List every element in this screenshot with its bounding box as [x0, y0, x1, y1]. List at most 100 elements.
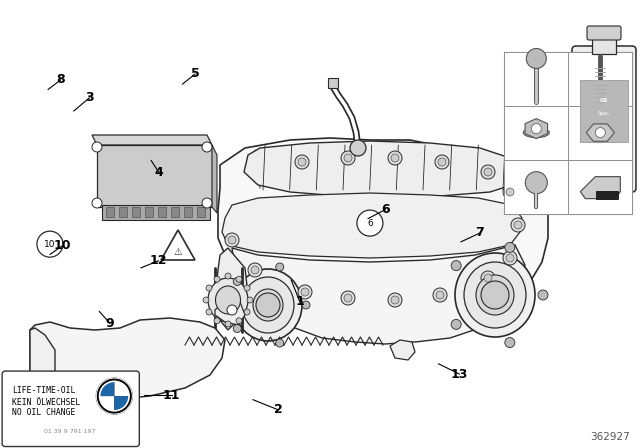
Polygon shape — [232, 245, 525, 344]
Ellipse shape — [524, 128, 549, 138]
Circle shape — [531, 124, 541, 134]
Circle shape — [344, 154, 352, 162]
Circle shape — [506, 188, 514, 196]
Bar — [102, 205, 210, 220]
Circle shape — [341, 151, 355, 165]
Wedge shape — [100, 381, 115, 396]
Polygon shape — [390, 340, 415, 360]
Ellipse shape — [464, 262, 526, 328]
Bar — [568, 52, 632, 106]
Ellipse shape — [253, 289, 283, 321]
Circle shape — [92, 142, 102, 152]
Circle shape — [388, 293, 402, 307]
Circle shape — [233, 277, 241, 285]
Circle shape — [438, 158, 446, 166]
Circle shape — [236, 318, 242, 324]
Circle shape — [251, 266, 259, 274]
Circle shape — [244, 309, 250, 315]
Text: 6: 6 — [367, 219, 372, 228]
Text: 2: 2 — [274, 403, 283, 417]
Bar — [184, 207, 192, 217]
Text: 12: 12 — [150, 254, 168, 267]
Circle shape — [503, 185, 517, 199]
Circle shape — [302, 301, 310, 309]
Text: Spec.: Spec. — [597, 111, 611, 116]
Bar — [97, 145, 212, 207]
Wedge shape — [115, 381, 129, 396]
Polygon shape — [30, 318, 225, 400]
Polygon shape — [525, 119, 548, 138]
Bar — [568, 106, 632, 159]
Circle shape — [236, 276, 242, 282]
Text: 7: 7 — [476, 226, 484, 240]
Circle shape — [206, 309, 212, 315]
Circle shape — [388, 151, 402, 165]
Text: 10: 10 — [44, 240, 56, 249]
Polygon shape — [586, 124, 614, 141]
Circle shape — [526, 48, 547, 69]
Circle shape — [225, 233, 239, 247]
Text: 5: 5 — [191, 67, 200, 81]
Circle shape — [244, 285, 250, 291]
Bar — [504, 52, 632, 214]
Circle shape — [248, 263, 262, 277]
Ellipse shape — [476, 275, 514, 315]
Polygon shape — [218, 138, 548, 338]
Polygon shape — [244, 141, 518, 198]
Polygon shape — [30, 328, 55, 405]
Circle shape — [481, 281, 509, 309]
Polygon shape — [215, 248, 248, 330]
Polygon shape — [161, 230, 195, 260]
Wedge shape — [115, 396, 129, 411]
Text: 10: 10 — [54, 239, 72, 252]
Text: ⚠: ⚠ — [173, 247, 182, 257]
Polygon shape — [596, 191, 618, 198]
Circle shape — [391, 154, 399, 162]
Text: 362927: 362927 — [590, 432, 630, 442]
Circle shape — [233, 324, 241, 332]
Circle shape — [350, 140, 366, 156]
Wedge shape — [100, 396, 115, 411]
Bar — [568, 159, 632, 214]
Bar — [158, 207, 166, 217]
Circle shape — [298, 158, 306, 166]
Circle shape — [42, 392, 54, 404]
Bar — [119, 207, 127, 217]
Bar — [132, 207, 140, 217]
Circle shape — [202, 142, 212, 152]
Circle shape — [228, 236, 236, 244]
Circle shape — [295, 155, 309, 169]
Circle shape — [357, 210, 383, 236]
Circle shape — [484, 168, 492, 176]
Circle shape — [38, 388, 58, 408]
Circle shape — [214, 318, 220, 324]
Bar — [580, 80, 628, 142]
Text: 11: 11 — [163, 388, 180, 402]
Text: LIFE-TIME-OIL: LIFE-TIME-OIL — [12, 386, 76, 395]
Ellipse shape — [208, 278, 248, 322]
Circle shape — [391, 296, 399, 304]
Bar — [106, 207, 114, 217]
Bar — [504, 106, 568, 159]
Circle shape — [505, 337, 515, 348]
Circle shape — [484, 274, 492, 282]
Circle shape — [481, 271, 495, 285]
Bar — [504, 52, 568, 106]
Circle shape — [481, 165, 495, 179]
Circle shape — [96, 378, 132, 414]
Circle shape — [206, 285, 212, 291]
Ellipse shape — [242, 277, 294, 333]
Bar — [504, 159, 568, 214]
Text: 1: 1 — [295, 294, 304, 308]
Circle shape — [92, 198, 102, 208]
Circle shape — [202, 198, 212, 208]
Text: GS: GS — [600, 98, 608, 103]
Circle shape — [276, 339, 284, 347]
Polygon shape — [580, 177, 620, 198]
Circle shape — [514, 221, 522, 229]
Bar — [592, 34, 616, 54]
Circle shape — [341, 291, 355, 305]
Circle shape — [225, 321, 231, 327]
Ellipse shape — [216, 286, 241, 314]
Text: 6: 6 — [381, 203, 390, 216]
